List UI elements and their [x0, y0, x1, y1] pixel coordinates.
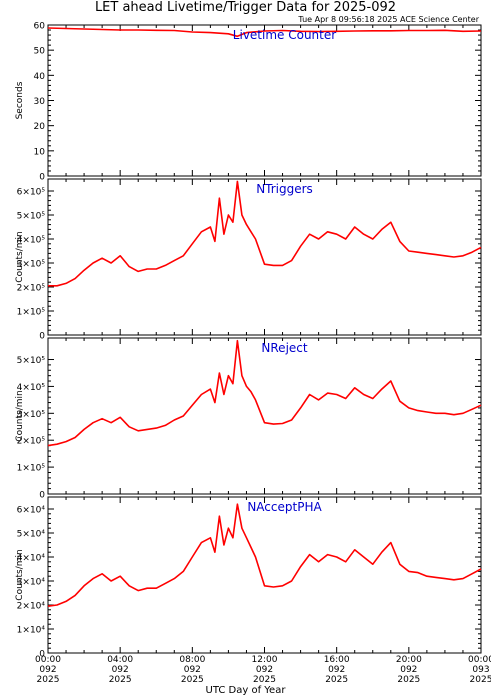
panel-3-ytick-label-4: 4×10⁴ [17, 554, 46, 564]
panel-0-ytick-label-2: 20 [34, 122, 46, 132]
panel-2-ytick-label-1: 1×10⁵ [17, 464, 46, 474]
panel-0-ylabel: Seconds [15, 81, 25, 119]
panel-3-title: NAcceptPHA [247, 500, 322, 514]
panel-3-ylabel: Counts/min [15, 549, 25, 600]
xtick-label-6-day: 093 [472, 665, 489, 675]
panel-2-series-line [47, 339, 482, 447]
chart-subtitle: Tue Apr 8 09:56:18 2025 ACE Science Cent… [298, 15, 479, 24]
xtick-label-5-time: 20:00 [396, 655, 422, 665]
chart-title: LET ahead Livetime/Trigger Data for 2025… [94, 0, 397, 15]
xtick-label-5-day: 092 [400, 665, 417, 675]
panel-1-ytick-label-5: 5×10⁵ [17, 212, 46, 222]
panel-3-ytick-label-0: 0 [39, 650, 45, 660]
panel-0-series-line [47, 27, 482, 38]
panel-3-series-line [47, 503, 482, 607]
xtick-label-1-time: 04:00 [107, 655, 133, 665]
panel-3-ytick-label-6: 6×10⁴ [17, 506, 46, 516]
xtick-label-3-day: 092 [256, 665, 273, 675]
panel-0-title: Livetime Counter [233, 28, 336, 42]
xtick-label-0-day: 092 [39, 665, 56, 675]
panel-1-ytick-label-4: 4×10⁵ [17, 236, 46, 246]
xtick-label-4-day: 092 [328, 665, 345, 675]
panel-0-ytick-label-0: 0 [39, 173, 45, 183]
panel-3-ytick-label-3: 3×10⁴ [17, 578, 46, 588]
panel-0-ytick-label-1: 10 [34, 147, 46, 157]
xtick-label-1-day: 092 [112, 665, 129, 675]
panel-2-ytick-label-4: 4×10⁵ [17, 383, 46, 393]
panel-0-ytick-label-6: 60 [34, 22, 46, 32]
panel-1-ytick-label-1: 1×10⁵ [17, 308, 46, 318]
panel-3-ytick-label-5: 5×10⁴ [17, 530, 46, 540]
xtick-label-2-time: 08:00 [179, 655, 205, 665]
panel-1-ytick-label-0: 0 [39, 332, 45, 342]
panel-0-ytick-label-3: 30 [34, 97, 46, 107]
panel-0-ytick-label-5: 50 [34, 47, 46, 57]
panel-1-ytick-label-3: 3×10⁵ [17, 260, 46, 270]
panel-0-frame [47, 24, 482, 177]
xtick-label-0-year: 2025 [37, 675, 60, 685]
panel-1-ytick-label-6: 6×10⁵ [17, 188, 46, 198]
panel-2-ytick-label-5: 5×10⁵ [17, 356, 46, 366]
xtick-label-3-year: 2025 [253, 675, 276, 685]
panel-2-ytick-label-0: 0 [39, 491, 45, 501]
panel-1-series-line [48, 180, 482, 287]
panel-1-ytick-label-2: 2×10⁵ [17, 284, 46, 294]
panel-1-title: NTriggers [256, 182, 313, 196]
xtick-label-3-time: 12:00 [252, 655, 278, 665]
panel-1-frame [47, 178, 482, 336]
xtick-label-4-year: 2025 [325, 675, 348, 685]
xtick-label-6-time: 00:00 [468, 655, 491, 665]
panel-2-ytick-label-2: 2×10⁵ [17, 437, 46, 447]
xtick-label-1-year: 2025 [109, 675, 132, 685]
xtick-label-2-day: 092 [184, 665, 201, 675]
x-axis-label: UTC Day of Year [205, 685, 286, 696]
panel-2-frame [47, 337, 482, 495]
panel-1-ylabel: Counts/min [15, 231, 25, 282]
panel-3-ytick-label-2: 2×10⁴ [17, 602, 46, 612]
xtick-label-2-year: 2025 [181, 675, 204, 685]
panel-2-ylabel: Counts/min [15, 390, 25, 441]
xtick-label-4-time: 16:00 [324, 655, 350, 665]
xtick-label-5-year: 2025 [397, 675, 420, 685]
panel-3-ytick-label-1: 1×10⁴ [17, 626, 46, 636]
xtick-label-0-time: 00:00 [35, 655, 61, 665]
xtick-label-6-year: 2025 [470, 675, 491, 685]
panel-3-frame [47, 496, 482, 654]
panel-2-ytick-label-3: 3×10⁵ [17, 410, 46, 420]
panel-0-ytick-label-4: 40 [34, 72, 46, 82]
panel-2-title: NReject [261, 341, 307, 355]
